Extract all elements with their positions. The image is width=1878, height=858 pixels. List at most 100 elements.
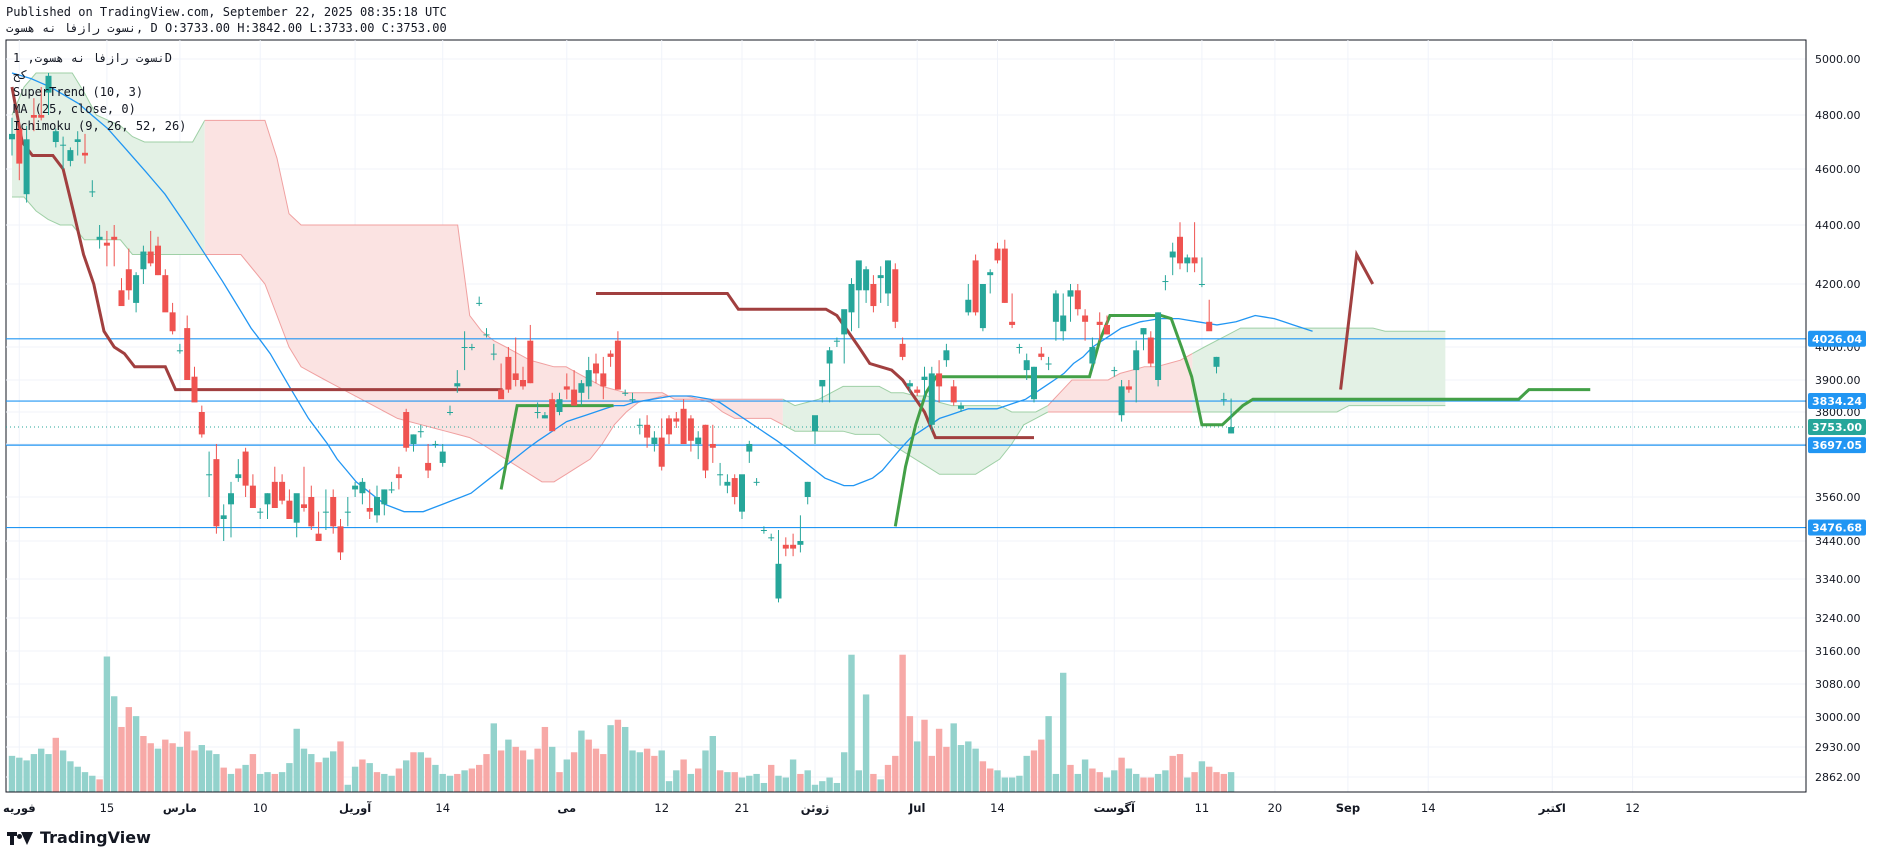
volume-bar <box>118 726 125 792</box>
volume-bar <box>410 752 417 792</box>
volume-bar <box>1103 777 1111 792</box>
candle-body <box>425 462 432 471</box>
volume-bar <box>278 772 286 792</box>
volume-bar <box>841 752 848 792</box>
candle-body <box>1016 347 1023 348</box>
candle-body <box>395 474 402 479</box>
chart-header: Published on TradingView.com, September … <box>6 4 447 36</box>
candle-body <box>833 340 840 342</box>
volume-bar <box>614 719 622 792</box>
time-tick-label: آوریل <box>339 801 372 816</box>
price-tick-label: 5000.00 <box>1815 53 1861 66</box>
ichimoku-cloud-bearish-edge-a <box>204 119 783 400</box>
volume-bar <box>461 770 468 792</box>
volume-bar <box>89 775 96 792</box>
candle-body <box>717 474 724 476</box>
candle-body <box>914 389 921 393</box>
last-price-badge-label: 3753.00 <box>1812 421 1862 434</box>
volume-bar <box>695 768 702 792</box>
volume-bar <box>1184 777 1191 792</box>
volume-bar <box>395 768 403 792</box>
volume-bar <box>826 777 833 792</box>
volume-bars <box>8 654 1235 792</box>
candle-body <box>169 312 176 332</box>
volume-bar <box>1038 739 1045 792</box>
candle-body <box>228 493 234 505</box>
volume-bar <box>1067 764 1074 792</box>
time-tick-label: Sep <box>1336 801 1360 815</box>
volume-bar <box>176 746 184 792</box>
candle-body <box>1111 370 1118 372</box>
volume-bar <box>490 723 497 792</box>
candle-body <box>1001 248 1008 303</box>
legend-supertrend[interactable]: SuperTrend (10, 3) <box>13 85 144 99</box>
ohlc-line: نسوت رازفا نه هسوت, D O:3733.00 H:3842.0… <box>6 21 447 35</box>
candle-body <box>118 290 125 307</box>
volume-bar <box>45 754 52 792</box>
ichimoku-cloud-bullish-edge-a <box>11 72 206 143</box>
candle-body <box>943 350 950 361</box>
candle-body <box>483 334 490 336</box>
candle-body <box>447 412 453 413</box>
candles <box>9 73 1235 603</box>
candle-body <box>1118 386 1125 416</box>
level-badge <box>1808 393 1866 410</box>
candle-body <box>746 444 753 452</box>
candle-body <box>1104 324 1110 335</box>
candle-body <box>38 115 45 118</box>
volume-bar <box>570 752 578 792</box>
candle-body <box>23 139 30 195</box>
volume-bar <box>286 763 293 792</box>
volume-bar <box>264 772 271 792</box>
volume-bar <box>1089 768 1096 792</box>
candle-body <box>162 275 169 313</box>
volume-bar <box>914 741 921 792</box>
legend-ichimoku[interactable]: Ichimoku (9, 26, 52, 26) <box>13 119 187 133</box>
volume-bar <box>527 759 534 792</box>
price-tick-label: 4800.00 <box>1815 109 1861 122</box>
volume-bar <box>877 779 884 792</box>
volume-bar <box>147 743 154 792</box>
candle-body <box>344 511 351 513</box>
ichimoku-cloud-bearish-2-edge-a <box>1047 353 1193 406</box>
volume-bar <box>359 759 366 792</box>
volume-bar <box>884 764 892 792</box>
candle-body <box>103 242 110 246</box>
volume-bar <box>921 719 928 792</box>
candle-body <box>760 530 767 531</box>
volume-bar <box>1125 768 1133 792</box>
candle-body <box>111 236 118 240</box>
volume-bar <box>308 754 315 792</box>
candle-body <box>1060 315 1067 332</box>
legend-symbol: نسوت رازفا نه هسوت, 1D <box>13 51 172 65</box>
volume-bar <box>1060 672 1067 792</box>
tradingview-logo-icon <box>7 830 35 846</box>
candle-body <box>520 380 526 387</box>
candle-body <box>67 150 74 161</box>
legend-ma[interactable]: MA (25, close, 0) <box>13 102 136 116</box>
candle-body <box>1169 251 1176 258</box>
candle-body <box>702 424 709 471</box>
time-tick-label: فوریه <box>3 801 36 816</box>
time-tick-label: 12 <box>1625 801 1640 815</box>
volume-bar <box>957 745 965 792</box>
tradingview-brand: TradingView <box>7 828 151 847</box>
candle-body <box>374 497 380 516</box>
candle-body <box>812 415 818 432</box>
candle-body <box>921 376 928 380</box>
volume-bar <box>1096 772 1103 792</box>
candle-body <box>527 340 534 384</box>
candle-body <box>1096 321 1103 325</box>
candle-body <box>271 481 278 508</box>
volume-bar <box>424 757 432 792</box>
supertrend-down-line-2 <box>596 291 1034 440</box>
volume-bar <box>446 775 454 792</box>
candle-body <box>1177 236 1183 264</box>
volume-bar <box>1023 755 1030 792</box>
volume-bar <box>775 775 782 792</box>
volume-bar <box>373 772 381 792</box>
volume-bar <box>848 654 855 792</box>
volume-bar <box>1169 755 1176 792</box>
candle-body <box>870 284 877 307</box>
